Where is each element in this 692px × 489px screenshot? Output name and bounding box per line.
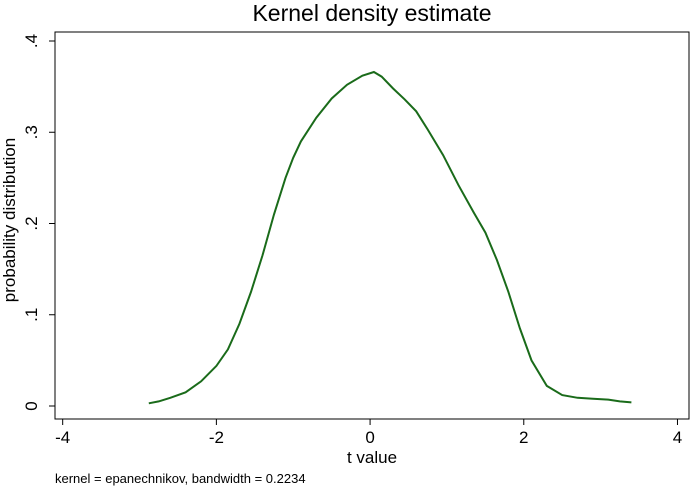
y-tick-label: 0 (22, 401, 41, 410)
plot-area-frame (54, 31, 690, 420)
y-axis-ticks: 0 .1 .2 .3 .4 (22, 34, 55, 411)
x-axis-ticks: -4 -2 0 2 4 (55, 419, 682, 447)
y-tick-label: .2 (22, 216, 41, 230)
x-tick-label: 4 (673, 428, 682, 447)
x-tick-label: 0 (365, 428, 374, 447)
chart-title: Kernel density estimate (252, 0, 491, 26)
y-tick-label: .1 (22, 308, 41, 322)
x-tick-label: -4 (55, 428, 70, 447)
density-curve (148, 70, 632, 405)
y-axis-label: probability distribution (0, 138, 19, 302)
y-tick-label: .4 (22, 34, 41, 48)
x-tick-label: -2 (209, 428, 224, 447)
x-tick-label: 2 (519, 428, 528, 447)
y-tick-label: .3 (22, 125, 41, 139)
kernel-note: kernel = epanechnikov, bandwidth = 0.223… (55, 471, 306, 486)
x-axis-label: t value (347, 448, 397, 467)
